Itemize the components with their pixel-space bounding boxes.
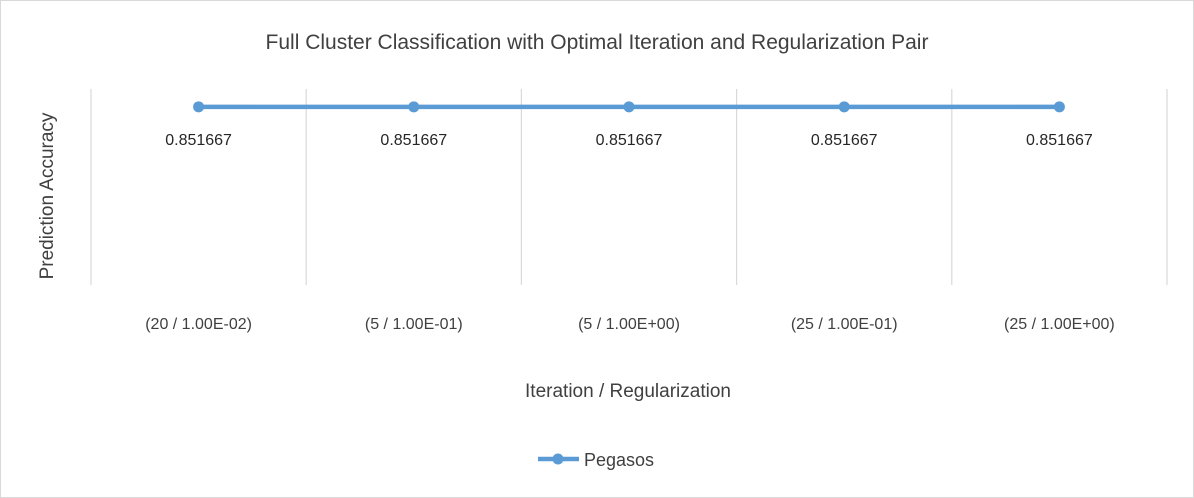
x-axis-title: Iteration / Regularization [525,381,731,402]
series-group: 0.851667 0.851667 0.851667 0.851667 0.851667 [165,101,1093,149]
chart-title: Full Cluster Classification with Optimal… [266,31,929,54]
x-tick-label: (25 / 1.00E-01) [791,316,898,333]
x-tick-label: (25 / 1.00E+00) [1004,316,1115,333]
legend-label: Pegasos [584,450,654,470]
data-label: 0.851667 [165,132,232,149]
data-label: 0.851667 [811,132,878,149]
x-tick-label: (5 / 1.00E-01) [365,316,463,333]
y-axis-title: Prediction Accuracy [37,112,58,279]
data-point[interactable] [838,101,850,113]
x-tick-labels: (20 / 1.00E-02) (5 / 1.00E-01) (5 / 1.00E+… [145,316,1115,333]
data-label: 0.851667 [596,132,663,149]
data-point[interactable] [623,101,635,113]
data-label: 0.851667 [1026,132,1093,149]
gridlines [90,89,1168,285]
data-label: 0.851667 [380,132,447,149]
x-tick-label: (20 / 1.00E-02) [145,316,252,333]
x-tick-label: (5 / 1.00E+00) [578,316,680,333]
legend-marker-icon [552,453,564,465]
legend[interactable]: Pegasos [538,450,654,470]
data-point[interactable] [1053,101,1065,113]
data-point[interactable] [193,101,205,113]
data-point[interactable] [408,101,420,113]
